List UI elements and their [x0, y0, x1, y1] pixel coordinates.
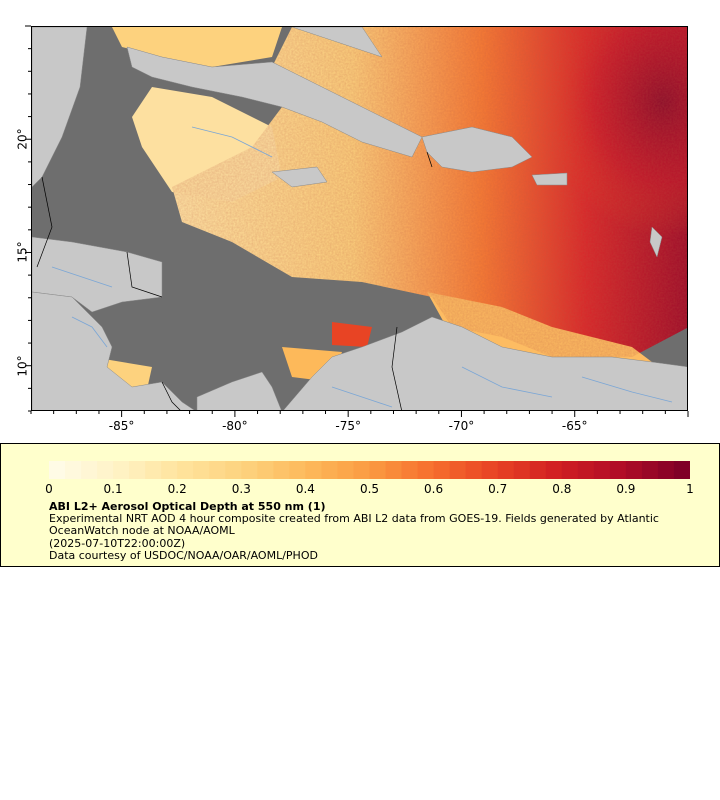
colorbar-segment: [401, 461, 419, 479]
colorbar-segment: [193, 461, 210, 479]
land-antilles: [649, 226, 663, 258]
colorbar-segment: [161, 461, 178, 479]
colorbar-segment: [433, 461, 451, 479]
colorbar-segment: [385, 461, 403, 479]
colorbar-segment: [497, 461, 515, 479]
colorbar-label: 0.5: [359, 482, 380, 496]
x-tick-label: -80°: [222, 419, 248, 433]
colorbar-segment: [257, 461, 274, 479]
land-south-america: [283, 316, 687, 410]
colorbar-segment: [641, 461, 659, 479]
colorbar-label: 0: [45, 482, 53, 496]
colorbar-label: 0.2: [167, 482, 187, 496]
land-jamaica: [271, 166, 328, 188]
colorbar-segment: [369, 461, 387, 479]
colorbar-segment: [337, 461, 355, 479]
colorbar-segment: [465, 461, 483, 479]
colorbar-label: 0.4: [295, 482, 315, 496]
colorbar-segment: [225, 461, 242, 479]
colorbar-segment: [289, 461, 307, 479]
colorbar-segment: [449, 461, 467, 479]
colorbar-segment: [417, 461, 435, 479]
land-puerto-rico: [531, 172, 568, 186]
colorbar-segment: [81, 461, 98, 479]
colorbar-label: 0.3: [231, 482, 251, 496]
rivers: [51, 126, 673, 408]
x-tick-label: -70°: [448, 419, 475, 433]
colorbar-segment: [321, 461, 339, 479]
colorbar-segment: [241, 461, 258, 479]
aod-map[interactable]: [31, 26, 688, 411]
colorbar-label: 0.8: [552, 482, 572, 496]
legend-credit: Data courtesy of USDOC/NOAA/OAR/AOML/PHO…: [49, 549, 318, 562]
y-tick-label: 20°: [15, 128, 30, 150]
colorbar-segment: [625, 461, 643, 479]
land-mexico: [32, 27, 88, 188]
x-tick-label: -75°: [335, 419, 361, 433]
axis-ticks: [25, 25, 689, 417]
colorbar-segment: [529, 461, 547, 479]
land-cuba: [126, 46, 423, 158]
legend-title: ABI L2+ Aerosol Optical Depth at 550 nm …: [49, 500, 326, 513]
legend-timestamp: (2025-07-10T22:00:00Z): [49, 537, 186, 550]
colorbar-label: 0.7: [488, 482, 508, 496]
map-canvas: [32, 27, 687, 410]
colorbar-label: 0.1: [103, 482, 123, 496]
colorbar-segment: [209, 461, 226, 479]
colorbar-segment: [673, 461, 690, 479]
colorbar-segment: [609, 461, 627, 479]
legend-panel: 0 0.1 0.2 0.3 0.4 0.5 0.6 0.7 0.8 0.9 1 ABI L2+ Ae…: [0, 443, 720, 567]
colorbar-segment: [481, 461, 499, 479]
x-tick-label: -85°: [108, 419, 135, 433]
colorbar-segment: [145, 461, 162, 479]
land-bahamas: [291, 27, 383, 58]
y-tick-label: 15°: [15, 241, 30, 264]
colorbar-segment: [113, 461, 130, 479]
legend-description: Experimental NRT AOD 4 hour composite cr…: [49, 512, 659, 537]
colorbar-segment: [49, 461, 66, 479]
country-borders: [36, 151, 433, 410]
land-panama: [196, 371, 282, 410]
colorbar-segment: [305, 461, 323, 479]
colorbar-segment: [513, 461, 531, 479]
colorbar-label: 0.9: [616, 482, 636, 496]
colorbar-label: 0.6: [424, 482, 444, 496]
x-tick-label: -65°: [561, 419, 588, 433]
colorbar-segment: [65, 461, 82, 479]
colorbar-segment: [577, 461, 595, 479]
colorbar: [49, 461, 690, 479]
land-hispaniola: [421, 126, 533, 173]
landmasses: [32, 27, 687, 410]
colorbar-segment: [353, 461, 371, 479]
y-tick-label: 10°: [15, 355, 30, 377]
colorbar-segment: [273, 461, 290, 479]
colorbar-segment: [97, 461, 114, 479]
land-nicaragua-costa-rica: [32, 291, 195, 410]
colorbar-label: 1: [686, 482, 694, 496]
colorbar-segment: [561, 461, 579, 479]
colorbar-segment: [177, 461, 194, 479]
colorbar-segment: [593, 461, 611, 479]
colorbar-segment: [129, 461, 146, 479]
colorbar-segment: [545, 461, 563, 479]
colorbar-segment: [657, 461, 675, 479]
